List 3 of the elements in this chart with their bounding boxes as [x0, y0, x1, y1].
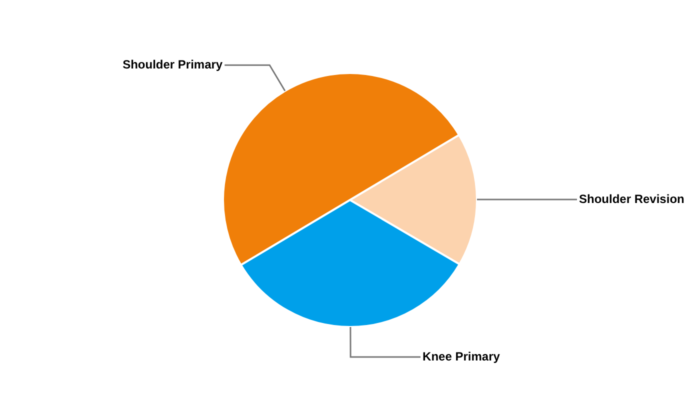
slice-label: Knee Primary	[422, 349, 500, 364]
slice-label: Shoulder Primary	[122, 57, 223, 72]
slice-label: Shoulder Revision	[579, 192, 684, 206]
